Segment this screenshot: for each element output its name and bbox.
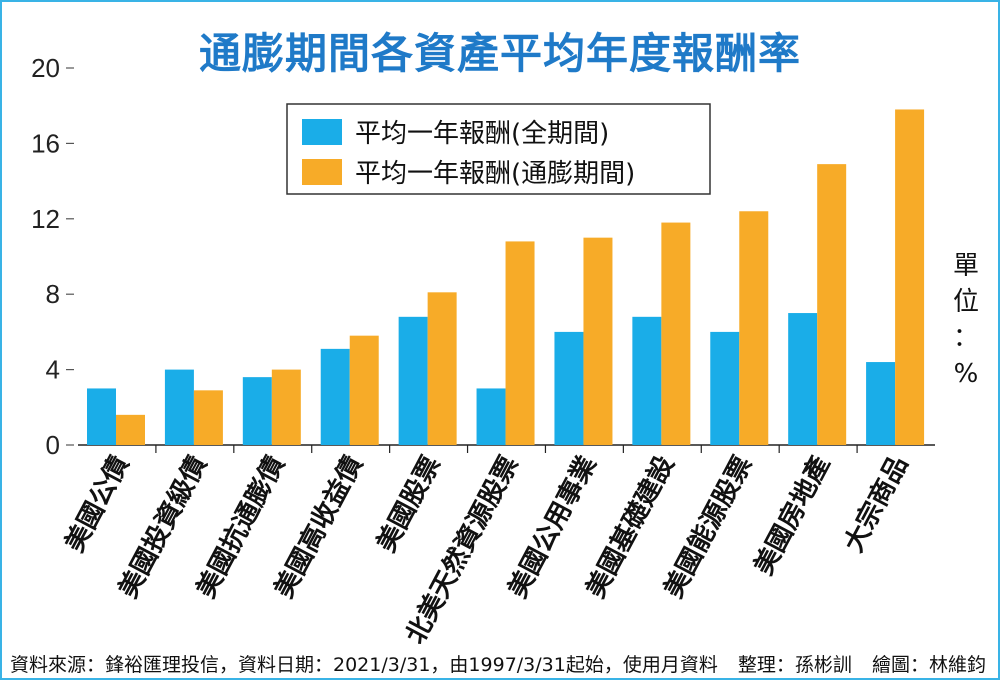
- y-tick-label: 16: [31, 128, 60, 158]
- bar-all-period: [398, 316, 428, 445]
- unit-char: %: [953, 359, 979, 389]
- x-tick-label: 大宗商品: [838, 451, 914, 557]
- legend: 平均一年報酬(全期間) 平均一年報酬(通膨期間): [286, 103, 711, 195]
- unit-label-text: 單位 ：%: [946, 248, 986, 392]
- x-tick-label: 美國股票: [371, 451, 447, 557]
- bar-inflation-period: [661, 222, 691, 445]
- footer: 資料來源：鋒裕匯理投信，資料日期：2021/3/31，由1997/3/31起始，…: [10, 650, 990, 677]
- legend-swatch-inflation-period: [302, 159, 342, 185]
- y-tick-label: 4: [46, 355, 60, 385]
- bar-inflation-period: [505, 241, 535, 445]
- y-axis: 0 4 8 12 16 20: [31, 53, 935, 460]
- bar-inflation-period: [116, 414, 145, 445]
- bar-inflation-period: [817, 164, 847, 445]
- bar-all-period: [710, 331, 740, 445]
- x-tick-label: 美國房地產: [748, 451, 836, 580]
- bar-inflation-period: [193, 390, 223, 445]
- unit-char: ：: [952, 323, 979, 353]
- bar-all-period: [632, 316, 662, 445]
- legend-label-inflation-period: 平均一年報酬(通膨期間): [355, 159, 635, 189]
- legend-swatch-all-period: [302, 119, 342, 145]
- bar-inflation-period: [427, 292, 457, 445]
- unit-char: 位: [952, 287, 979, 317]
- footer-source: 資料來源：鋒裕匯理投信，資料日期：2021/3/31，由1997/3/31起始，…: [10, 654, 718, 676]
- chart-title: 通膨期間各資產平均年度報酬率: [198, 29, 801, 78]
- bar-inflation-period: [271, 369, 301, 445]
- y-tick-label: 12: [31, 204, 60, 234]
- footer-editor: 整理：孫彬訓: [737, 654, 852, 676]
- bar-inflation-period: [739, 211, 769, 445]
- bar-all-period: [320, 348, 350, 445]
- y-tick-label: 20: [31, 53, 60, 83]
- bar-inflation-period: [895, 109, 925, 445]
- x-tick-label: 美國公債: [59, 451, 135, 557]
- bars: [87, 109, 925, 445]
- bar-all-period: [554, 331, 584, 445]
- legend-box: [286, 103, 711, 195]
- bar-inflation-period: [349, 335, 379, 445]
- bar-all-period: [242, 377, 272, 445]
- unit-label: 單位 ：%: [946, 248, 986, 392]
- bar-inflation-period: [583, 237, 613, 445]
- legend-label-all-period: 平均一年報酬(全期間): [355, 119, 609, 149]
- bar-all-period: [866, 362, 896, 445]
- footer-illustrator: 繪圖：林維鈞: [871, 654, 986, 676]
- bar-all-period: [87, 388, 116, 445]
- y-tick-label: 8: [46, 279, 60, 309]
- y-tick-label: 0: [46, 430, 60, 460]
- bar-all-period: [788, 313, 818, 445]
- bar-all-period: [476, 388, 506, 445]
- bar-all-period: [164, 369, 194, 445]
- unit-char: 單: [952, 251, 979, 281]
